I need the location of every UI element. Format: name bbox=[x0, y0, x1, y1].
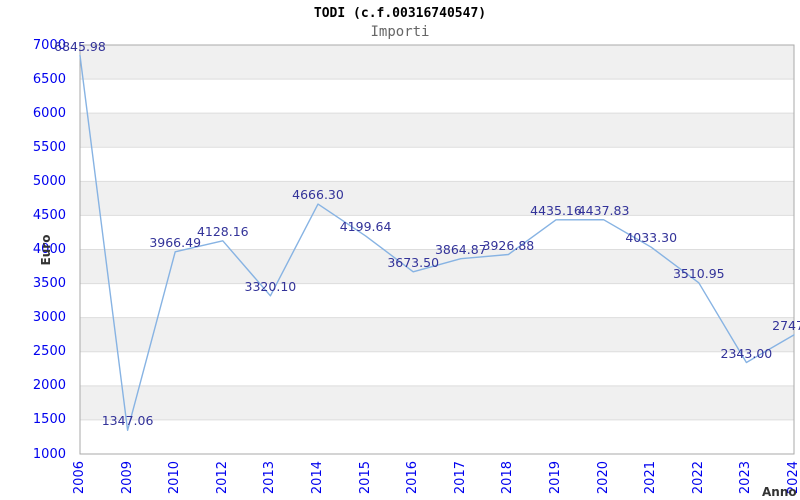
x-tick-label: 2010 bbox=[167, 461, 183, 495]
point-label: 4435.16 bbox=[530, 202, 582, 218]
y-axis-title: Euro bbox=[39, 234, 53, 266]
point-label: 2343.00 bbox=[720, 345, 773, 361]
y-tick-label: 6000 bbox=[32, 105, 66, 121]
x-tick-label: 2016 bbox=[405, 461, 421, 495]
point-label: 1347.06 bbox=[101, 413, 154, 429]
y-tick-label: 1500 bbox=[32, 412, 66, 428]
background-band bbox=[80, 249, 794, 284]
x-tick-label: 2012 bbox=[214, 461, 230, 495]
background-band bbox=[80, 385, 794, 420]
x-tick-label: 2013 bbox=[262, 461, 278, 495]
point-label: 3966.49 bbox=[149, 234, 202, 250]
background-band bbox=[80, 147, 794, 182]
y-tick-label: 6500 bbox=[32, 71, 66, 87]
background-band bbox=[80, 283, 794, 318]
x-tick-label: 2009 bbox=[119, 461, 135, 495]
x-tick-label: 2022 bbox=[690, 461, 706, 495]
x-tick-label: 2021 bbox=[643, 461, 659, 495]
y-tick-label: 7000 bbox=[32, 37, 66, 53]
point-label: 6845.98 bbox=[54, 38, 106, 54]
x-tick-label: 2014 bbox=[310, 461, 325, 495]
point-label: 4033.30 bbox=[625, 230, 678, 246]
point-label: 3673.50 bbox=[387, 254, 440, 270]
background-band bbox=[80, 181, 794, 216]
plot-border bbox=[79, 44, 795, 455]
point-label: 4199.64 bbox=[339, 218, 392, 234]
background-band bbox=[80, 317, 794, 352]
y-tick-label: 5000 bbox=[32, 173, 66, 189]
point-label: 4666.30 bbox=[292, 187, 344, 203]
y-tick-label: 3000 bbox=[32, 310, 66, 326]
x-tick-label: 2018 bbox=[500, 461, 516, 495]
x-tick-label: 2020 bbox=[595, 461, 611, 495]
background-band bbox=[80, 351, 794, 386]
background-band bbox=[80, 79, 794, 114]
data-line-importi bbox=[79, 54, 795, 431]
chart-subtitle: Importi bbox=[370, 24, 430, 40]
x-axis-title: Anno bbox=[762, 485, 797, 499]
y-tick-label: 5500 bbox=[32, 139, 66, 155]
background-band bbox=[80, 45, 794, 80]
point-label: 3320.10 bbox=[244, 278, 297, 294]
point-label: 3926.88 bbox=[482, 237, 535, 253]
y-tick-label: 2000 bbox=[32, 378, 66, 394]
point-label: 2747.5 bbox=[772, 317, 800, 333]
x-tick-label: 2019 bbox=[548, 461, 563, 495]
background-band bbox=[80, 419, 794, 454]
y-tick-label: 4500 bbox=[32, 207, 66, 223]
point-label: 3864.87 bbox=[434, 241, 487, 257]
x-tick-label: 2015 bbox=[357, 461, 373, 495]
point-label: 3510.95 bbox=[672, 265, 725, 281]
y-tick-label: 1000 bbox=[32, 446, 66, 462]
background-band bbox=[80, 215, 794, 250]
chart-title: TODI (c.f.00316740547) bbox=[313, 6, 487, 21]
x-tick-label: 2017 bbox=[452, 461, 468, 495]
y-tick-label: 3500 bbox=[32, 276, 66, 292]
y-tick-label: 4000 bbox=[32, 242, 66, 257]
point-label: 4128.16 bbox=[196, 223, 249, 239]
background-band bbox=[80, 113, 794, 148]
point-label: 4437.83 bbox=[577, 202, 630, 218]
x-tick-label: 2006 bbox=[72, 461, 87, 495]
y-tick-label: 2500 bbox=[32, 344, 66, 360]
x-tick-label: 2023 bbox=[738, 461, 754, 495]
